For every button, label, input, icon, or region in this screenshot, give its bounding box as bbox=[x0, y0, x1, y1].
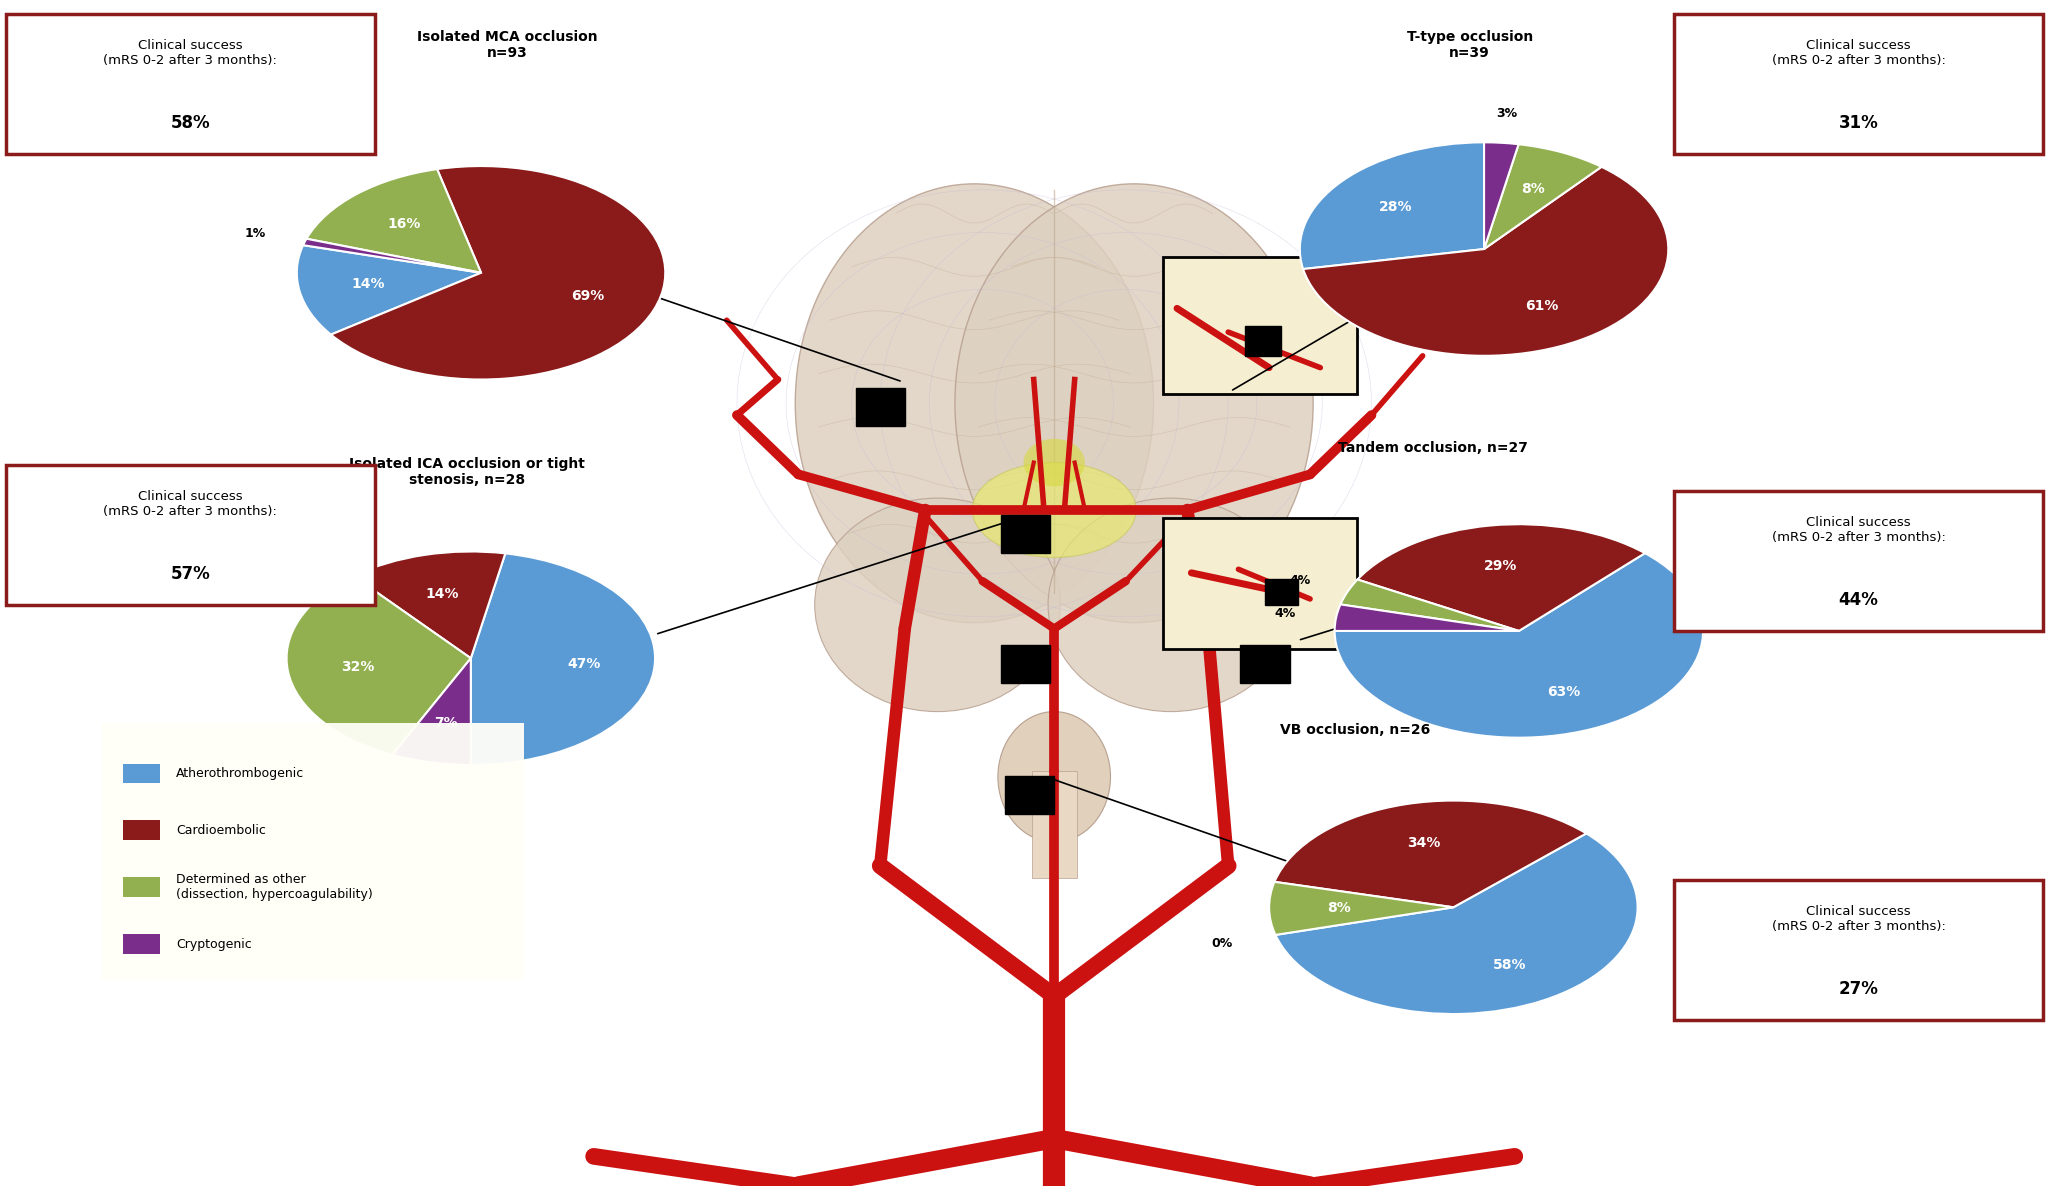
Wedge shape bbox=[1484, 142, 1519, 249]
Wedge shape bbox=[1484, 145, 1601, 249]
Text: Tandem occlusion, n=27: Tandem occlusion, n=27 bbox=[1339, 441, 1527, 455]
Text: 7%: 7% bbox=[434, 716, 459, 729]
Wedge shape bbox=[307, 170, 481, 273]
Wedge shape bbox=[1275, 801, 1586, 907]
Text: 61%: 61% bbox=[1525, 299, 1560, 313]
Ellipse shape bbox=[972, 463, 1136, 557]
FancyBboxPatch shape bbox=[1001, 515, 1050, 553]
Text: 1%: 1% bbox=[246, 227, 266, 240]
Text: 3%: 3% bbox=[1496, 107, 1517, 120]
Wedge shape bbox=[303, 238, 481, 273]
Text: 14%: 14% bbox=[352, 278, 385, 292]
FancyBboxPatch shape bbox=[123, 935, 160, 954]
Text: Clinical success
(mRS 0-2 after 3 months):: Clinical success (mRS 0-2 after 3 months… bbox=[1773, 516, 1945, 544]
Text: 58%: 58% bbox=[170, 114, 211, 133]
Wedge shape bbox=[297, 246, 481, 334]
FancyBboxPatch shape bbox=[1163, 257, 1357, 394]
FancyBboxPatch shape bbox=[1001, 645, 1050, 683]
Text: T-type occlusion
n=39: T-type occlusion n=39 bbox=[1406, 30, 1533, 59]
Wedge shape bbox=[1269, 882, 1453, 935]
Text: 31%: 31% bbox=[1838, 114, 1879, 133]
FancyBboxPatch shape bbox=[1265, 579, 1298, 605]
Text: 16%: 16% bbox=[387, 217, 420, 231]
Text: 58%: 58% bbox=[1492, 958, 1527, 973]
Wedge shape bbox=[393, 658, 471, 765]
Text: 28%: 28% bbox=[1380, 200, 1412, 213]
FancyBboxPatch shape bbox=[123, 764, 160, 783]
Text: 14%: 14% bbox=[426, 587, 459, 601]
Wedge shape bbox=[332, 166, 665, 380]
FancyBboxPatch shape bbox=[1674, 491, 2043, 631]
Text: 34%: 34% bbox=[1406, 836, 1441, 850]
FancyBboxPatch shape bbox=[1240, 645, 1290, 683]
Wedge shape bbox=[1335, 605, 1519, 631]
FancyBboxPatch shape bbox=[102, 723, 524, 980]
Ellipse shape bbox=[815, 498, 1060, 712]
Wedge shape bbox=[1304, 167, 1668, 356]
FancyBboxPatch shape bbox=[123, 878, 160, 897]
Wedge shape bbox=[1300, 142, 1484, 269]
Text: 44%: 44% bbox=[1838, 591, 1879, 610]
Text: Determined as other
(dissection, hypercoagulability): Determined as other (dissection, hyperco… bbox=[176, 873, 373, 901]
FancyBboxPatch shape bbox=[1245, 326, 1281, 356]
FancyBboxPatch shape bbox=[1163, 518, 1357, 649]
Text: 32%: 32% bbox=[340, 659, 375, 674]
Ellipse shape bbox=[997, 712, 1109, 842]
FancyBboxPatch shape bbox=[1674, 14, 2043, 154]
Text: Clinical success
(mRS 0-2 after 3 months):: Clinical success (mRS 0-2 after 3 months… bbox=[104, 39, 276, 68]
Wedge shape bbox=[1335, 553, 1703, 738]
Wedge shape bbox=[1341, 580, 1519, 631]
Bar bbox=[1032, 771, 1077, 878]
Text: Cardioembolic: Cardioembolic bbox=[176, 824, 266, 836]
Text: Clinical success
(mRS 0-2 after 3 months):: Clinical success (mRS 0-2 after 3 months… bbox=[1773, 905, 1945, 933]
Text: Atherothrombogenic: Atherothrombogenic bbox=[176, 767, 305, 779]
Text: 63%: 63% bbox=[1548, 684, 1580, 699]
Text: Isolated ICA occlusion or tight
stenosis, n=28: Isolated ICA occlusion or tight stenosis… bbox=[348, 457, 585, 486]
FancyBboxPatch shape bbox=[1674, 880, 2043, 1020]
Ellipse shape bbox=[1048, 498, 1294, 712]
Wedge shape bbox=[471, 554, 655, 765]
Wedge shape bbox=[287, 576, 471, 754]
Text: 4%: 4% bbox=[1275, 607, 1296, 620]
Text: VB occlusion, n=26: VB occlusion, n=26 bbox=[1279, 723, 1431, 738]
Text: Cryptogenic: Cryptogenic bbox=[176, 938, 252, 950]
FancyBboxPatch shape bbox=[6, 465, 375, 605]
Wedge shape bbox=[1275, 834, 1638, 1014]
Text: 4%: 4% bbox=[1290, 574, 1310, 587]
FancyBboxPatch shape bbox=[1005, 776, 1054, 814]
Text: Clinical success
(mRS 0-2 after 3 months):: Clinical success (mRS 0-2 after 3 months… bbox=[104, 490, 276, 518]
FancyBboxPatch shape bbox=[856, 388, 905, 426]
Ellipse shape bbox=[954, 184, 1314, 623]
Text: 8%: 8% bbox=[1521, 183, 1545, 196]
FancyBboxPatch shape bbox=[6, 14, 375, 154]
Text: 57%: 57% bbox=[170, 565, 211, 584]
Text: 47%: 47% bbox=[567, 657, 602, 671]
Wedge shape bbox=[354, 551, 506, 658]
FancyBboxPatch shape bbox=[123, 821, 160, 840]
Text: 8%: 8% bbox=[1326, 901, 1351, 914]
Text: 0%: 0% bbox=[1212, 937, 1232, 950]
Ellipse shape bbox=[1024, 439, 1085, 486]
Text: 27%: 27% bbox=[1838, 980, 1879, 999]
Text: 29%: 29% bbox=[1484, 559, 1517, 573]
Text: 69%: 69% bbox=[571, 289, 604, 302]
Text: Isolated MCA occlusion
n=93: Isolated MCA occlusion n=93 bbox=[418, 30, 598, 59]
Text: Clinical success
(mRS 0-2 after 3 months):: Clinical success (mRS 0-2 after 3 months… bbox=[1773, 39, 1945, 68]
Wedge shape bbox=[1357, 524, 1646, 631]
Ellipse shape bbox=[794, 184, 1155, 623]
